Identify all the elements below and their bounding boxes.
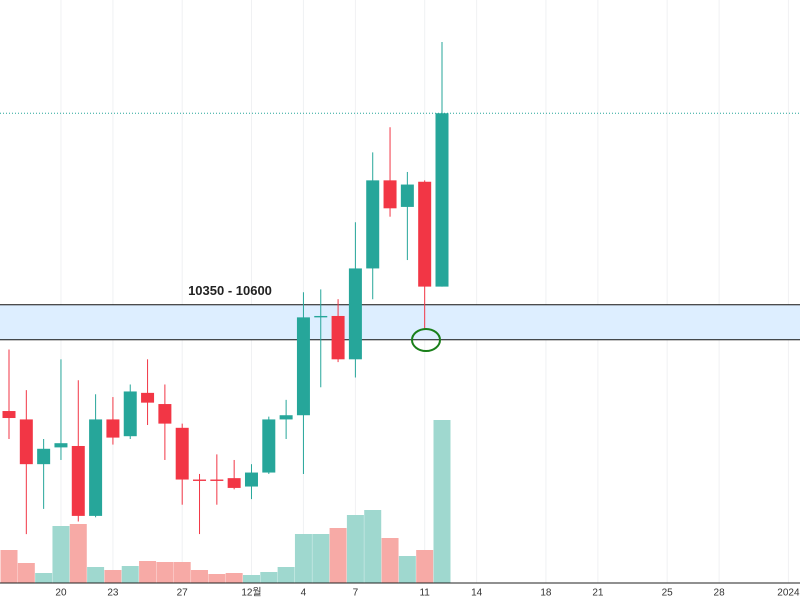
zone-band	[0, 304, 800, 340]
candle-body	[279, 415, 293, 420]
candle-body	[141, 392, 155, 403]
volume-bar	[87, 567, 105, 583]
x-tick-label: 14	[471, 588, 483, 599]
zone-label: 10350 - 10600	[188, 283, 272, 298]
candle-body	[193, 479, 207, 481]
candle-body	[348, 268, 362, 360]
candle-body	[244, 472, 258, 487]
volume-bar	[191, 570, 209, 583]
volume-bar	[277, 567, 295, 583]
volume-bar	[242, 575, 260, 583]
candle-body	[158, 404, 172, 424]
volume-bar	[381, 538, 399, 583]
volume-bar	[260, 572, 278, 583]
zone: 10350 - 10600	[0, 283, 800, 341]
x-tick-label: 20	[55, 588, 67, 599]
volume-bar	[156, 562, 174, 583]
volume-bar	[398, 556, 416, 583]
highlight-circle	[411, 328, 441, 352]
volume-bar	[312, 534, 330, 583]
x-tick-label: 18	[540, 588, 552, 599]
candle-body	[175, 427, 189, 480]
x-tick-label: 23	[107, 588, 119, 599]
candle-body	[71, 445, 85, 516]
volume-bar	[364, 510, 382, 583]
candle-body	[2, 411, 16, 419]
x-axis: 20 23 27 12월 4 7 11 14 18 21 25 28 2024	[55, 587, 800, 599]
volume-bar	[346, 515, 364, 583]
x-tick-label: 7	[353, 588, 359, 599]
candle-body	[435, 113, 449, 287]
candle-body	[37, 448, 51, 465]
candle-body	[123, 391, 137, 437]
candle-body	[296, 317, 310, 416]
volume-bar	[433, 420, 451, 583]
candle-body	[262, 419, 276, 473]
x-tick-label: 11	[419, 588, 430, 599]
volume-pane	[0, 420, 451, 583]
x-tick-label: 21	[592, 588, 604, 599]
volume-bar	[0, 550, 18, 583]
candle-body	[314, 315, 328, 318]
volume-bar	[139, 561, 157, 583]
candle-body	[227, 478, 241, 488]
candle-body	[331, 315, 345, 360]
x-tick-label: 2024	[777, 588, 800, 599]
volume-bar	[121, 566, 139, 583]
x-tick-label: 12월	[241, 587, 261, 599]
candle-body	[366, 180, 380, 269]
x-tick-label: 4	[301, 588, 307, 599]
candle-body	[54, 443, 68, 448]
candle-body	[400, 184, 414, 207]
volume-bar	[208, 574, 226, 583]
volume-bar	[35, 573, 53, 583]
candle-body	[19, 419, 33, 465]
x-tick-label: 27	[177, 588, 189, 599]
candle-body	[210, 479, 224, 481]
volume-bar	[294, 534, 312, 583]
volume-bar	[104, 570, 122, 583]
candle-body	[383, 180, 397, 209]
volume-bar	[17, 563, 35, 583]
x-tick-label: 28	[714, 588, 726, 599]
volume-bar	[416, 550, 434, 583]
candle-body	[418, 181, 432, 287]
candle-body	[89, 419, 103, 516]
candles	[0, 41, 800, 535]
volume-bar	[69, 524, 87, 583]
x-tick-label: 25	[662, 588, 674, 599]
volume-bar	[225, 573, 243, 583]
volume-bar	[329, 528, 347, 583]
candle-body	[106, 419, 120, 438]
volume-bar	[52, 526, 70, 583]
volume-bar	[173, 562, 191, 583]
